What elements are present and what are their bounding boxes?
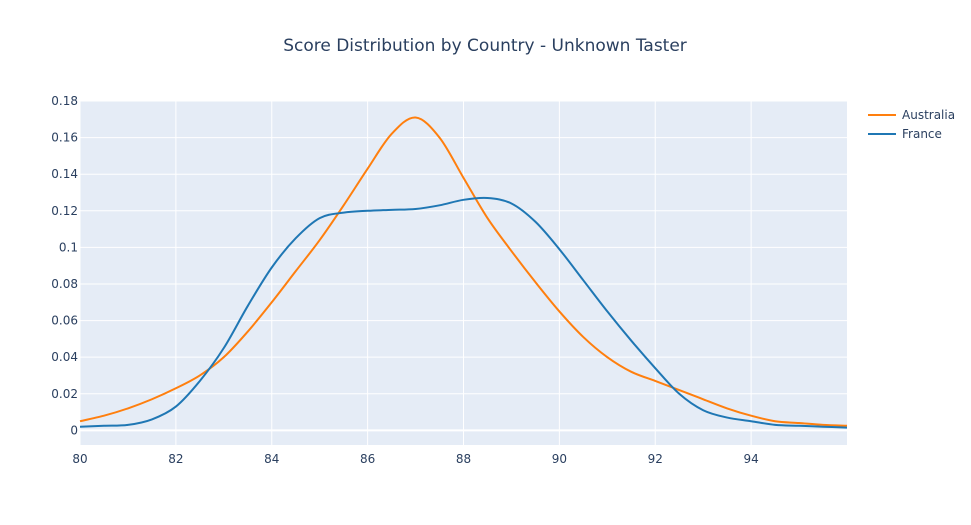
y-tick-label: 0.18 xyxy=(51,94,78,108)
legend-item-australia[interactable]: Australia xyxy=(868,108,955,122)
y-axis-ticks: 0 0.02 0.04 0.06 0.08 0.1 0.12 0.14 0.16 0.18 xyxy=(51,94,78,437)
y-tick-label: 0.04 xyxy=(51,350,78,364)
legend-label: Australia xyxy=(902,108,955,122)
x-tick-label: 90 xyxy=(552,452,567,466)
legend-label: France xyxy=(902,127,942,141)
y-tick-label: 0.06 xyxy=(51,314,78,328)
x-tick-label: 82 xyxy=(168,452,183,466)
legend[interactable]: Australia France xyxy=(868,108,955,141)
x-tick-label: 86 xyxy=(360,452,375,466)
chart-title: Score Distribution by Country - Unknown … xyxy=(283,36,687,56)
y-tick-label: 0.02 xyxy=(51,387,78,401)
x-axis-ticks: 80 82 84 86 88 90 92 94 xyxy=(72,452,758,466)
legend-item-france[interactable]: France xyxy=(868,127,942,141)
y-tick-label: 0.1 xyxy=(59,240,78,254)
y-tick-label: 0.12 xyxy=(51,204,78,218)
y-gridlines xyxy=(80,100,847,432)
series-lines xyxy=(79,116,848,429)
x-tick-label: 88 xyxy=(456,452,471,466)
x-tick-label: 94 xyxy=(743,452,758,466)
x-gridlines xyxy=(79,101,752,445)
series-line-france xyxy=(79,196,848,429)
y-tick-label: 0.16 xyxy=(51,131,78,145)
y-tick-label: 0.14 xyxy=(51,167,78,181)
y-tick-label: 0.08 xyxy=(51,277,78,291)
x-tick-label: 92 xyxy=(648,452,663,466)
x-tick-label: 80 xyxy=(72,452,87,466)
y-tick-label: 0 xyxy=(70,423,78,437)
x-tick-label: 84 xyxy=(264,452,279,466)
